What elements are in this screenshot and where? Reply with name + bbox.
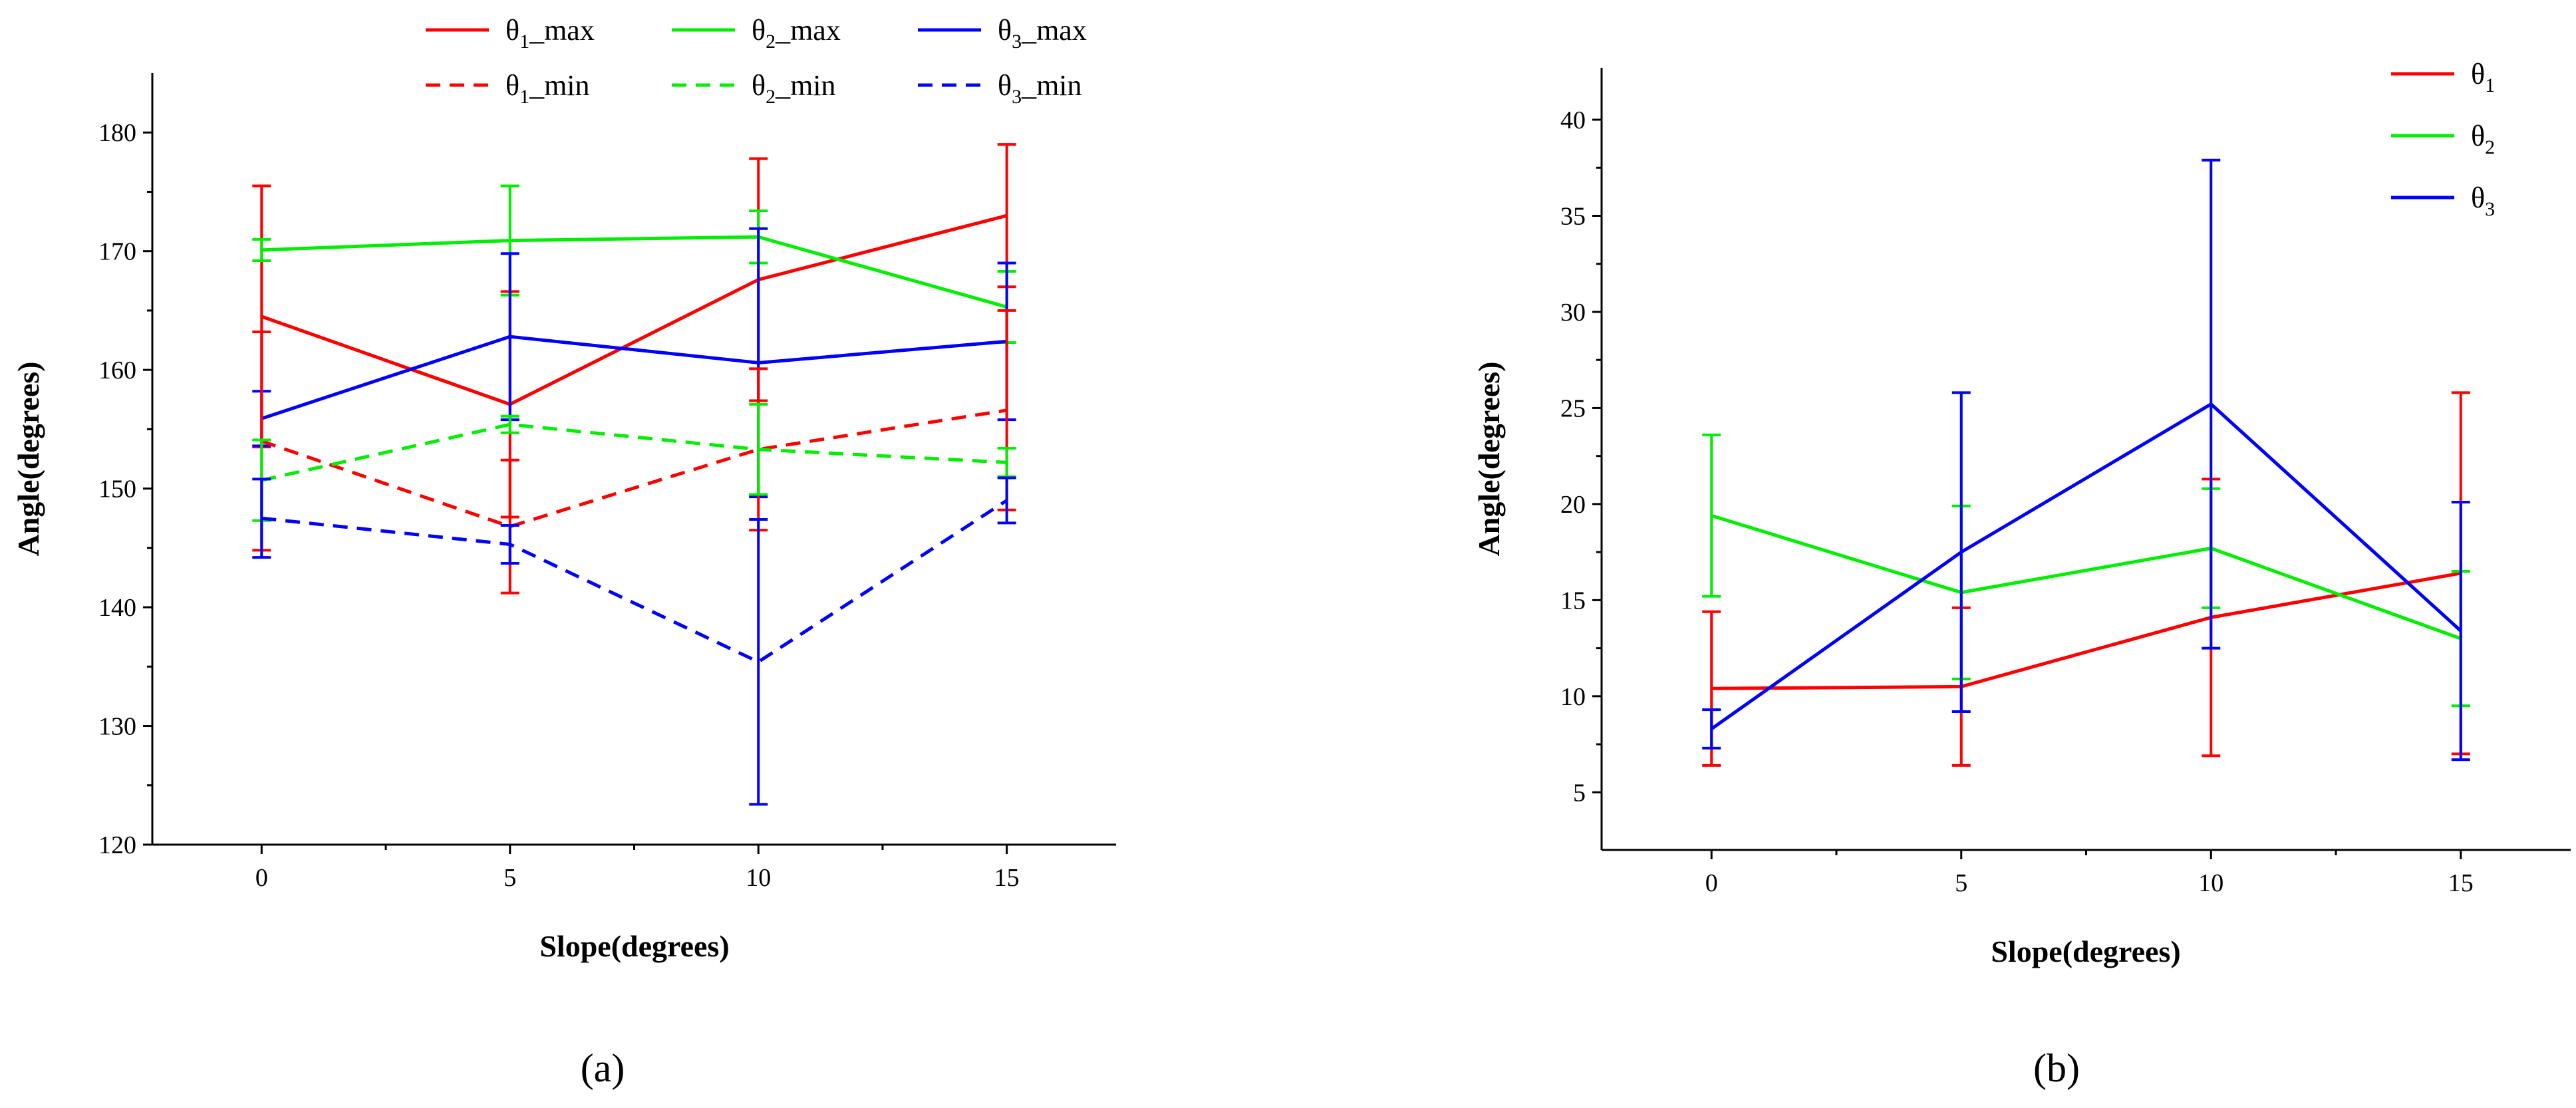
legend-label: θ3 xyxy=(2471,182,2495,220)
legend-item: θ1_max xyxy=(426,14,595,53)
y-tick-label: 160 xyxy=(98,356,136,384)
series-line-3 xyxy=(261,335,1007,420)
y-tick-label: 10 xyxy=(1560,683,1586,711)
y-tick-label: 120 xyxy=(98,831,136,859)
x-axis-title-a: Slope(degrees) xyxy=(539,929,729,963)
x-tick-label: 10 xyxy=(746,864,771,892)
error-bar xyxy=(749,518,768,806)
x-tick-label: 0 xyxy=(1705,869,1718,897)
series-line-1 xyxy=(1711,571,2462,690)
y-tick-label: 30 xyxy=(1560,299,1586,327)
y-tick-label: 40 xyxy=(1560,106,1586,134)
y-tick-label: 20 xyxy=(1560,491,1586,519)
y-axis-title-b: Angle(degrees) xyxy=(1472,362,1506,557)
legend-label: θ1_min xyxy=(505,69,590,108)
legend-label: θ2_max xyxy=(752,14,841,53)
panel-b: 5 10 15 20 25 30 35 40 0 5 10 15 Slope(degrees) An… xyxy=(1472,58,2571,1090)
legend-a: θ1_max θ2_max θ3_max θ1_min θ2_min θ3_min xyxy=(426,14,1087,108)
panel-label-a: (a) xyxy=(581,1046,625,1090)
error-bar xyxy=(500,414,519,434)
y-tick-label: 35 xyxy=(1560,202,1586,230)
legend-item: θ2_min xyxy=(672,69,836,108)
series-line-min-4 xyxy=(261,408,1008,529)
y-tick-label: 150 xyxy=(98,476,136,503)
y-tick-label: 15 xyxy=(1560,587,1586,615)
x-ticks-a: 0 5 10 15 xyxy=(255,845,1020,892)
series-line-1 xyxy=(261,213,1008,406)
legend-item: θ3_max xyxy=(918,14,1087,53)
x-tick-label: 0 xyxy=(255,864,268,892)
y-tick-label: 140 xyxy=(98,594,136,622)
y-tick-label: 170 xyxy=(98,238,136,266)
series-b xyxy=(1702,158,2470,767)
y-ticks-b: 5 10 15 20 25 30 35 40 xyxy=(1560,106,1602,807)
legend-label: θ2_min xyxy=(752,69,836,108)
legend-item: θ2 xyxy=(2391,120,2495,158)
panel-label-b: (b) xyxy=(2033,1046,2080,1090)
x-ticks-b: 0 5 10 15 xyxy=(1705,850,2474,897)
error-bar xyxy=(252,237,271,262)
legend-label: θ1 xyxy=(2471,58,2495,96)
series-line-3 xyxy=(1710,402,2462,731)
legend-label: θ1_max xyxy=(505,14,595,53)
x-tick-label: 10 xyxy=(2198,869,2223,897)
error-bar xyxy=(252,478,271,559)
y-ticks-a: 120 130 140 150 160 170 180 xyxy=(98,119,152,859)
x-tick-label: 5 xyxy=(1955,869,1967,897)
x-axis-title-b: Slope(degrees) xyxy=(1991,934,2180,968)
x-tick-label: 15 xyxy=(2448,869,2474,897)
legend-item: θ1 xyxy=(2391,58,2495,96)
legend-label: θ2 xyxy=(2471,120,2495,158)
series-line-min-6 xyxy=(261,499,1008,664)
legend-label: θ3_max xyxy=(998,14,1087,53)
legend-b: θ1 θ2 θ3 xyxy=(2391,58,2495,220)
y-axis-title-a: Angle(degrees) xyxy=(11,362,45,557)
y-tick-label: 130 xyxy=(98,713,136,741)
series-line-min-5 xyxy=(261,422,1007,482)
legend-item: θ3_min xyxy=(918,69,1082,108)
legend-label: θ3_min xyxy=(998,69,1082,108)
legend-item: θ3 xyxy=(2391,182,2495,220)
y-tick-label: 180 xyxy=(98,119,136,147)
y-tick-label: 5 xyxy=(1573,779,1586,807)
x-tick-label: 15 xyxy=(994,864,1020,892)
legend-item: θ1_min xyxy=(426,69,590,108)
x-tick-label: 5 xyxy=(503,864,516,892)
series-line-2 xyxy=(1711,513,2462,640)
y-tick-label: 25 xyxy=(1560,394,1586,422)
legend-item: θ2_max xyxy=(672,14,841,53)
panel-a: 120 130 140 150 160 170 180 0 5 10 15 Slope(degre… xyxy=(11,14,1116,1090)
series-a xyxy=(252,143,1016,806)
series-line-2 xyxy=(261,235,1008,309)
